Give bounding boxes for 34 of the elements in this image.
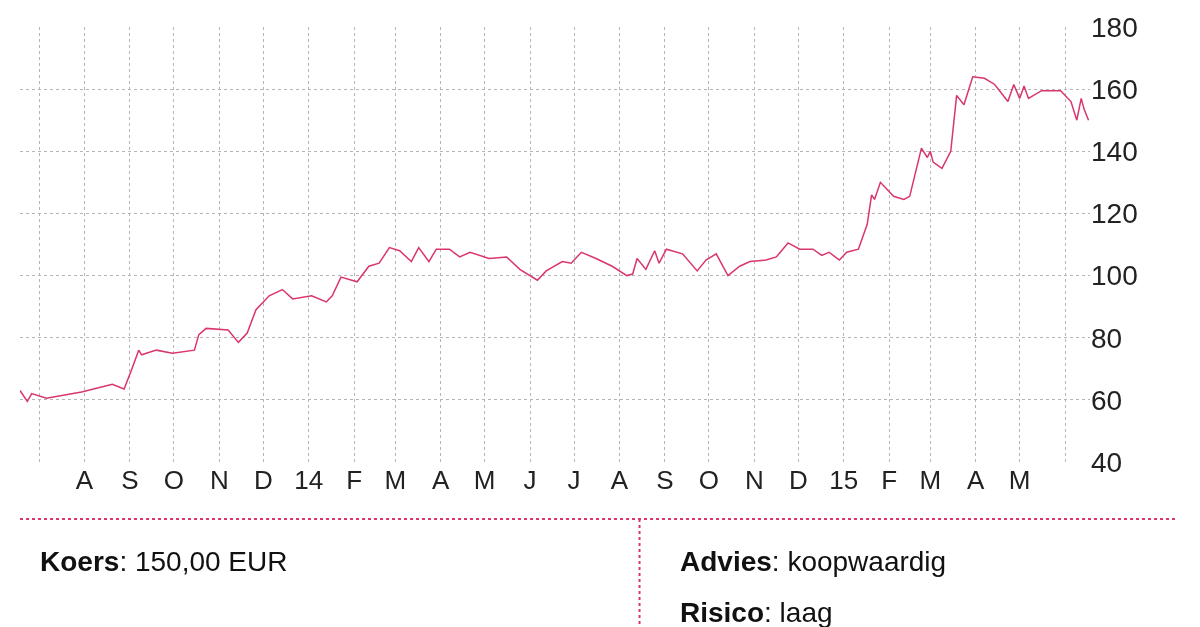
y-tick-label: 120 [1091, 198, 1138, 230]
y-tick-label: 40 [1091, 446, 1123, 478]
x-tick-label: 15 [829, 465, 859, 495]
x-tick-label: N [209, 465, 229, 495]
y-tick-label: 180 [1091, 11, 1138, 43]
x-tick-label: O [698, 465, 720, 495]
x-tick-label: M [919, 465, 942, 495]
text: Risico: laag [680, 597, 833, 627]
x-tick-label: F [881, 465, 898, 495]
line-series [20, 75, 1090, 403]
x-tick-label: D [788, 465, 808, 495]
text: Advies: koopwaardig [680, 546, 947, 577]
x-tick-label: S [121, 465, 139, 495]
x-tick-label: N [744, 465, 764, 495]
x-tick-label: F [346, 465, 363, 495]
x-tick-label: A [432, 465, 450, 495]
x-tick-label: A [610, 465, 629, 495]
x-tick-label: A [75, 465, 94, 495]
y-tick-label: 80 [1091, 322, 1123, 354]
x-tick-label: M [1008, 465, 1031, 495]
y-tick-label: 140 [1091, 136, 1138, 168]
x-tick-label: D [253, 465, 273, 495]
x-tick-label: A [967, 465, 985, 495]
y-tick-label: 160 [1091, 73, 1138, 105]
x-tick-label: J [567, 465, 581, 495]
x-tick-label: J [523, 465, 537, 495]
x-tick-label: S [656, 465, 674, 495]
x-tick-label: M [384, 465, 407, 495]
x-tick-label: 14 [294, 465, 324, 495]
x-tick-label: O [163, 465, 185, 495]
x-tick-label: M [473, 465, 496, 495]
y-tick-label: 100 [1091, 260, 1138, 292]
y-tick-label: 60 [1091, 384, 1123, 416]
text: Koers: 150,00 EUR [40, 546, 288, 577]
